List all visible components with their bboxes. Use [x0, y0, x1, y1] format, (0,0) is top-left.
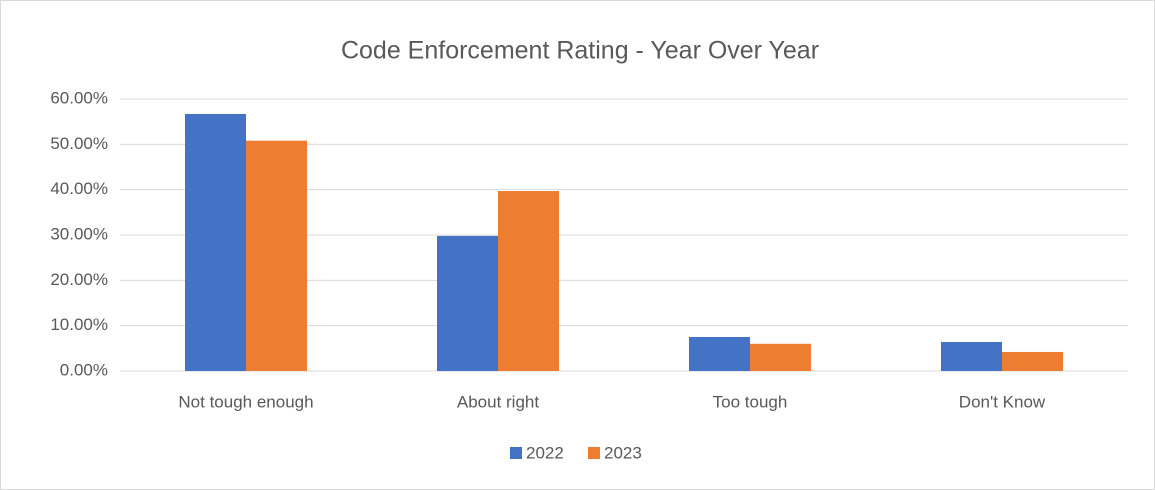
bar [185, 113, 246, 372]
legend-swatch [588, 447, 600, 459]
y-tick-label: 60.00% [50, 88, 108, 107]
y-tick-label: 40.00% [50, 179, 108, 198]
x-tick-label: Too tough [713, 392, 788, 411]
bar [1002, 351, 1063, 371]
x-tick-label: Don't Know [959, 392, 1046, 411]
legend-label: 2022 [526, 443, 564, 462]
y-tick-label: 20.00% [50, 270, 108, 289]
y-tick-label: 10.00% [50, 315, 108, 334]
y-tick-label: 0.00% [60, 360, 108, 379]
legend-swatch [510, 447, 522, 459]
bar [498, 191, 559, 371]
bar [437, 235, 498, 371]
bar [941, 341, 1002, 371]
chart-title: Code Enforcement Rating - Year Over Year [341, 37, 819, 65]
bar [750, 343, 811, 371]
x-tick-label: About right [457, 392, 539, 411]
y-tick-label: 50.00% [50, 134, 108, 153]
y-tick-label: 30.00% [50, 224, 108, 243]
x-tick-label: Not tough enough [178, 392, 313, 411]
bar [246, 140, 307, 371]
legend-label: 2023 [604, 443, 642, 462]
bar [689, 337, 750, 371]
